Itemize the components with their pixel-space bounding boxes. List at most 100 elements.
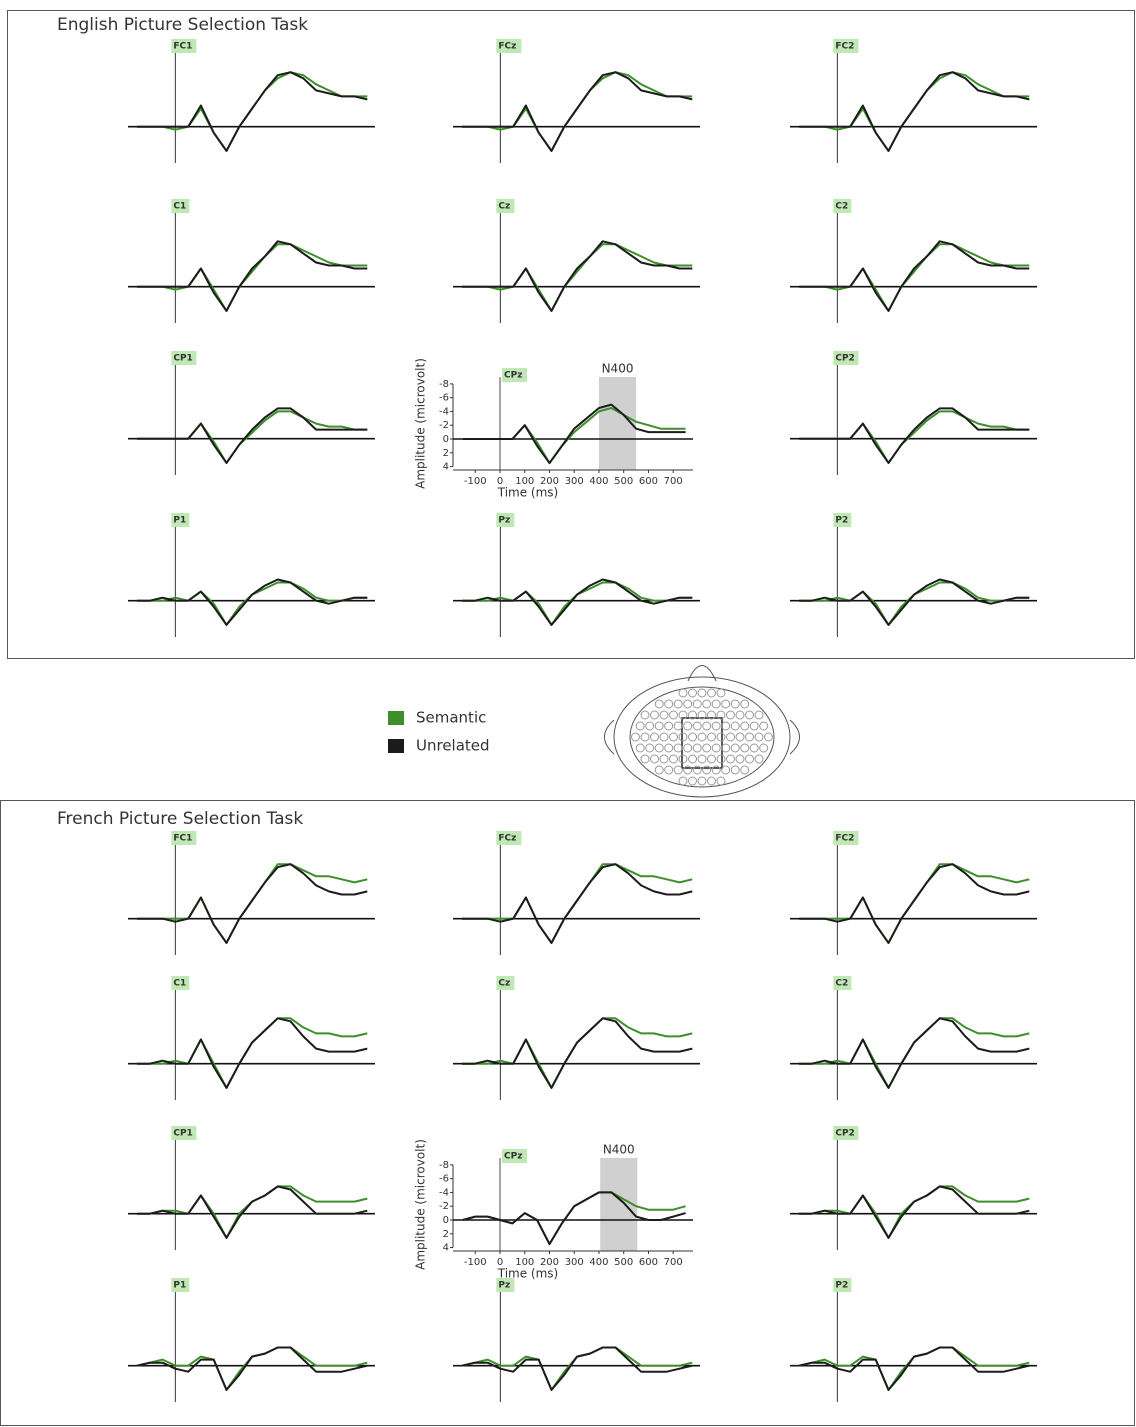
electrode	[651, 755, 659, 763]
erp-line	[463, 1192, 686, 1244]
y-tick-label: -8	[439, 379, 449, 390]
channel-label: P2	[835, 516, 848, 526]
electrode	[755, 711, 763, 719]
electrode	[712, 722, 720, 730]
electrode	[689, 777, 697, 785]
channel-label: Pz	[498, 516, 510, 526]
electrode	[679, 689, 687, 697]
electrode	[736, 733, 744, 741]
electrode	[679, 777, 687, 785]
erp-line	[137, 72, 367, 151]
y-tick-label: 2	[443, 1229, 449, 1240]
x-tick-label: 600	[639, 1257, 658, 1268]
erp-line	[462, 580, 692, 625]
erp-line	[462, 1348, 692, 1390]
electrode	[684, 744, 692, 752]
electrode	[665, 700, 673, 708]
electrode	[741, 700, 749, 708]
window-label: N400	[603, 1143, 635, 1157]
x-tick-label: 500	[614, 1257, 633, 1268]
electrode	[746, 755, 754, 763]
electrode	[679, 755, 687, 763]
electrode	[731, 744, 739, 752]
electrode	[693, 744, 701, 752]
electrode-map	[605, 666, 800, 798]
electrode	[741, 766, 749, 774]
erp-line	[462, 1018, 692, 1088]
channel-label: FC2	[835, 42, 854, 52]
electrode	[722, 700, 730, 708]
electrode	[722, 766, 730, 774]
electrode	[655, 766, 663, 774]
legend-label: Unrelated	[416, 737, 490, 755]
x-tick-label: 700	[664, 1257, 683, 1268]
electrode	[689, 733, 697, 741]
erp-line	[799, 1186, 1029, 1238]
electrode	[712, 766, 720, 774]
window-label: N400	[602, 362, 634, 376]
electrode	[693, 700, 701, 708]
x-axis-title: Time (ms)	[497, 486, 559, 500]
erp-line	[799, 1348, 1029, 1390]
channel-label: FCz	[498, 834, 516, 844]
x-tick-label: 400	[589, 1257, 608, 1268]
electrode	[731, 766, 739, 774]
electrode	[646, 722, 654, 730]
erp-line	[137, 72, 367, 151]
y-tick-label: 4	[443, 1243, 449, 1254]
erp-line	[137, 580, 367, 625]
panel-frame	[1, 801, 1135, 1426]
electrode	[727, 755, 735, 763]
electrode	[660, 755, 668, 763]
erp-line	[462, 864, 692, 943]
electrode	[636, 722, 644, 730]
erp-line	[462, 1018, 692, 1088]
erp-line	[137, 1348, 367, 1390]
electrode	[722, 722, 730, 730]
erp-line	[799, 1348, 1029, 1390]
y-tick-label: 0	[443, 1215, 449, 1226]
channel-label: CP2	[835, 354, 854, 364]
erp-line	[462, 72, 692, 151]
y-tick-label: -2	[439, 1201, 449, 1212]
erp-line	[799, 1018, 1029, 1088]
electrode	[665, 744, 673, 752]
x-tick-label: 600	[639, 476, 658, 487]
erp-line	[462, 864, 692, 943]
erp-line	[137, 1186, 367, 1238]
electrode	[689, 689, 697, 697]
electrode	[746, 711, 754, 719]
electrode	[708, 755, 716, 763]
channel-label: P2	[835, 1281, 848, 1291]
electrode	[727, 711, 735, 719]
electrode	[665, 722, 673, 730]
erp-line	[463, 408, 686, 463]
electrode	[712, 744, 720, 752]
erp-line	[462, 241, 692, 311]
electrode	[703, 766, 711, 774]
electrode	[760, 744, 768, 752]
y-tick-label: -2	[439, 420, 449, 431]
electrode	[636, 744, 644, 752]
channel-label: CPz	[504, 1152, 522, 1162]
electrode	[708, 777, 716, 785]
x-tick-label: -100	[464, 476, 487, 487]
electrode	[670, 733, 678, 741]
electrode	[693, 766, 701, 774]
electrode	[750, 744, 758, 752]
electrode	[670, 755, 678, 763]
electrode	[722, 744, 730, 752]
channel-label: C2	[835, 202, 848, 212]
x-tick-label: 500	[614, 476, 633, 487]
channel-label: C2	[835, 979, 848, 989]
channel-label: P1	[173, 1281, 186, 1291]
erp-line	[462, 1348, 692, 1390]
electrode	[641, 711, 649, 719]
erp-line	[462, 72, 692, 151]
electrode	[703, 700, 711, 708]
erp-line	[137, 1348, 367, 1390]
electrode	[760, 722, 768, 730]
electrode	[741, 722, 749, 730]
erp-line	[137, 411, 367, 463]
electrode	[674, 700, 682, 708]
